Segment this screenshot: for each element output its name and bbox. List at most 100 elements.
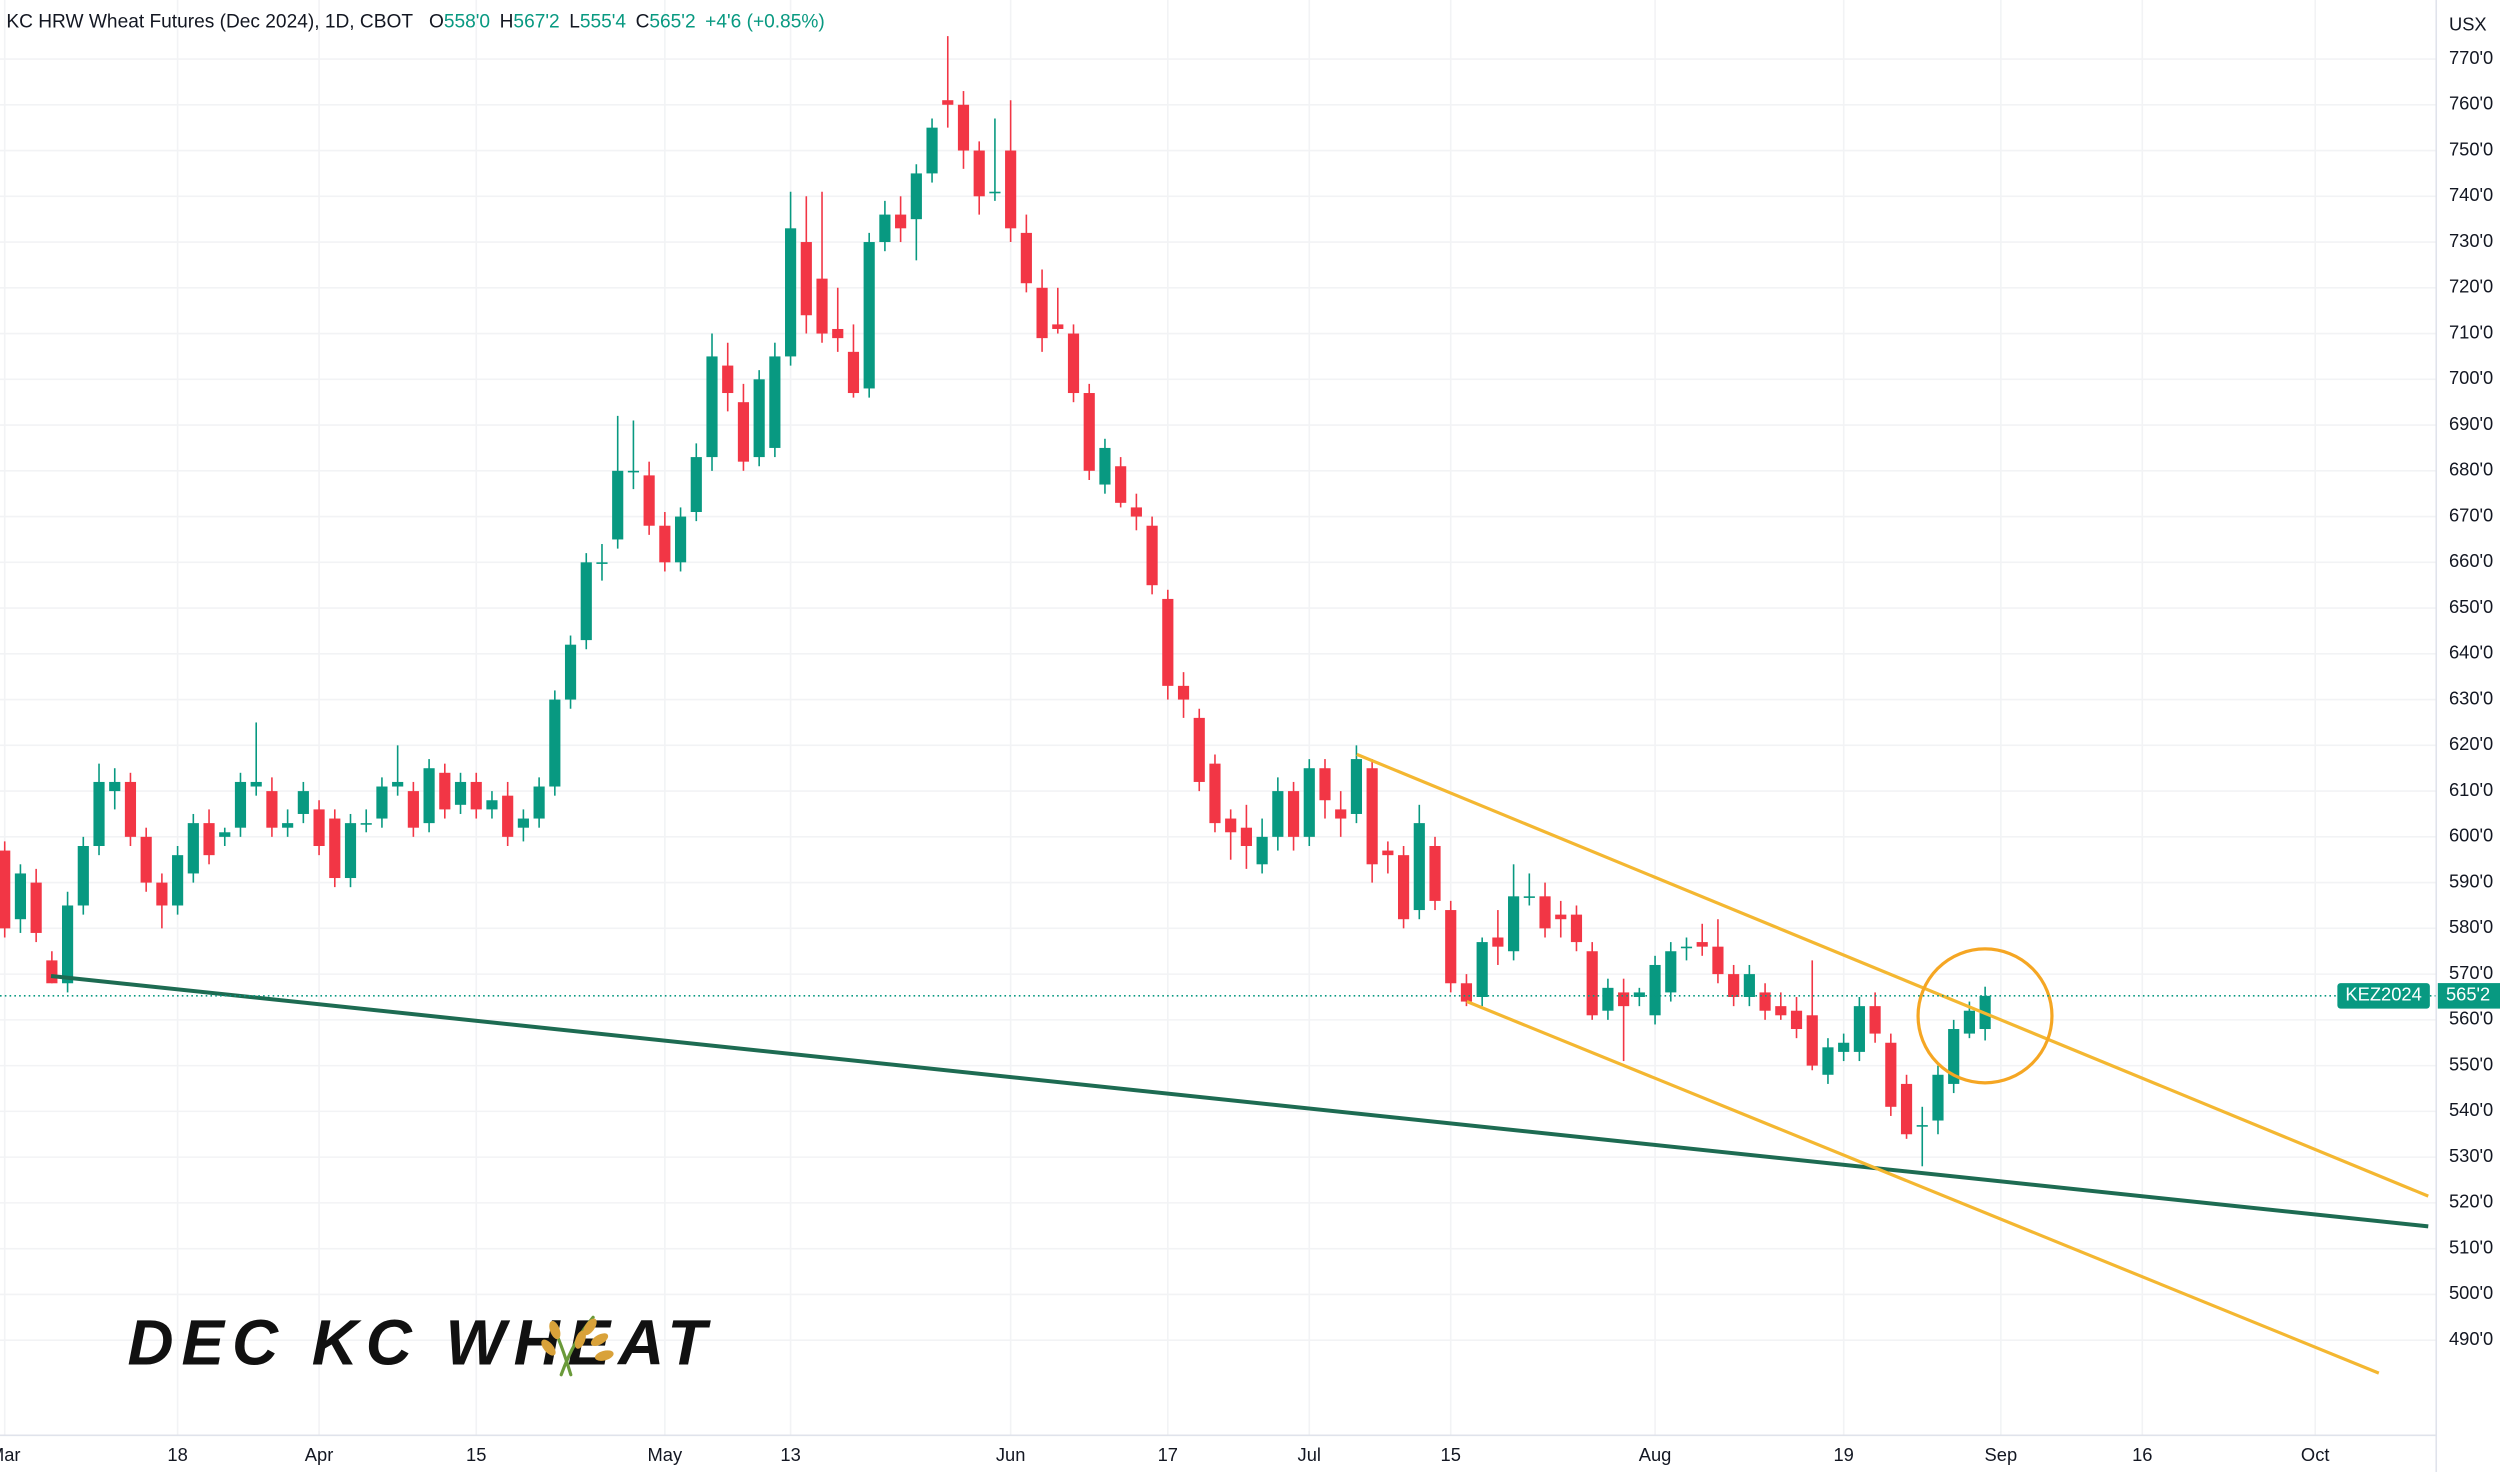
candle-body	[1067, 333, 1080, 394]
channel-upper	[1356, 752, 2429, 1198]
candle-body	[1460, 983, 1473, 1002]
candle-body	[1272, 791, 1284, 837]
candle-body	[156, 882, 168, 906]
candle-body	[879, 214, 891, 243]
y-tick-label: 540'0	[2449, 1099, 2493, 1120]
overlay: KEZ2024 565'2	[0, 983, 2500, 1009]
y-tick-label: 600'0	[2449, 825, 2493, 846]
x-tick-label: Aug	[1639, 1444, 1672, 1465]
x-tick-label: 13	[780, 1444, 800, 1465]
candle-body	[1083, 393, 1095, 471]
x-tick-label: May	[648, 1444, 683, 1465]
candle-body	[62, 905, 74, 984]
candle-body	[46, 960, 58, 984]
y-tick-label: 670'0	[2449, 504, 2493, 525]
candles	[0, 36, 1991, 1167]
y-tick-label: 720'0	[2449, 276, 2493, 297]
y-tick-label: 660'0	[2449, 550, 2493, 571]
candle-body	[1869, 1006, 1881, 1034]
candle-body	[1319, 768, 1331, 801]
y-tick-label: 650'0	[2449, 596, 2493, 617]
candle-body	[266, 791, 278, 828]
candle-body	[1932, 1074, 1944, 1121]
symbol-tag	[2337, 983, 2430, 1009]
candle-body	[1382, 850, 1394, 856]
candle-body	[1429, 846, 1441, 901]
header-title: KC HRW Wheat Futures (Dec 2024), 1D, CBO…	[6, 11, 413, 32]
candle-body	[1555, 914, 1567, 920]
y-tick-label: 580'0	[2449, 916, 2493, 937]
candle-body	[957, 104, 970, 151]
candle-body	[832, 328, 844, 339]
candle-body	[1602, 987, 1614, 1011]
candle-body	[1350, 759, 1363, 814]
candle-body	[1539, 896, 1551, 929]
candle-body	[1508, 896, 1520, 952]
candle-body	[1775, 1006, 1787, 1016]
candle-body	[1838, 1042, 1850, 1052]
candle-body	[502, 795, 514, 837]
candle-body	[1366, 768, 1378, 865]
candle-body	[439, 772, 451, 810]
breakout-circle	[1916, 947, 2054, 1085]
candle-body	[1193, 717, 1205, 782]
y-tick-label: 680'0	[2449, 459, 2493, 480]
candle-body	[250, 781, 262, 787]
currency: USX	[2449, 13, 2487, 34]
candle-body	[454, 781, 467, 805]
y-tick-label: 640'0	[2449, 642, 2493, 663]
y-tick-label: 560'0	[2449, 1008, 2493, 1029]
candle-body	[1570, 914, 1583, 943]
candle-body	[533, 786, 545, 819]
price-tag-label: 565'2	[2446, 984, 2490, 1005]
candle-body	[203, 823, 215, 856]
candle-body	[1115, 466, 1127, 503]
x-tick-label: 15	[466, 1444, 486, 1465]
candle-body	[407, 791, 419, 828]
candle-body	[942, 100, 954, 105]
y-tick-label: 770'0	[2449, 47, 2493, 68]
y-tick-label: 700'0	[2449, 367, 2493, 388]
candle-body	[376, 786, 388, 819]
x-tick-label: 18	[167, 1444, 187, 1465]
candle-body	[1162, 598, 1174, 686]
candle-body	[77, 846, 89, 906]
y-tick-label: 710'0	[2449, 321, 2493, 342]
candle-body	[517, 818, 529, 828]
candle-body	[1680, 946, 1693, 949]
annotation-title: DEC KC WHEAT	[128, 1306, 715, 1378]
candle-body	[1146, 525, 1158, 586]
candle-body	[564, 644, 577, 700]
candle-body	[329, 818, 341, 879]
candle-body	[1916, 1125, 1928, 1127]
candle-body	[690, 457, 702, 512]
y-tick-label: 750'0	[2449, 138, 2493, 159]
wheat-icon	[541, 1315, 614, 1377]
candle-body	[659, 525, 671, 563]
candle-body	[140, 836, 152, 883]
candle-body	[93, 781, 105, 847]
candle-body	[627, 470, 639, 473]
candle-body	[1759, 992, 1771, 1011]
y-tick-label: 520'0	[2449, 1191, 2493, 1212]
candle-body	[109, 781, 121, 792]
candle-body	[643, 475, 655, 526]
candle-body	[470, 781, 482, 810]
candle-body	[344, 823, 357, 879]
x-tick-label: Oct	[2301, 1444, 2330, 1465]
x-tick-label: Jul	[1298, 1444, 1321, 1465]
candle-body	[612, 470, 624, 540]
channel-lower	[1466, 1000, 2380, 1375]
candle-body	[297, 791, 309, 814]
candle-body	[1005, 150, 1017, 229]
candle-body	[1240, 827, 1252, 847]
candle-body	[360, 823, 372, 825]
candle-body	[1948, 1029, 1960, 1084]
c-val: 565'2	[649, 11, 695, 32]
y-tick-label: 570'0	[2449, 962, 2493, 983]
candle-body	[753, 379, 765, 458]
candle-body	[0, 850, 11, 929]
y-tick-label: 630'0	[2449, 687, 2493, 708]
